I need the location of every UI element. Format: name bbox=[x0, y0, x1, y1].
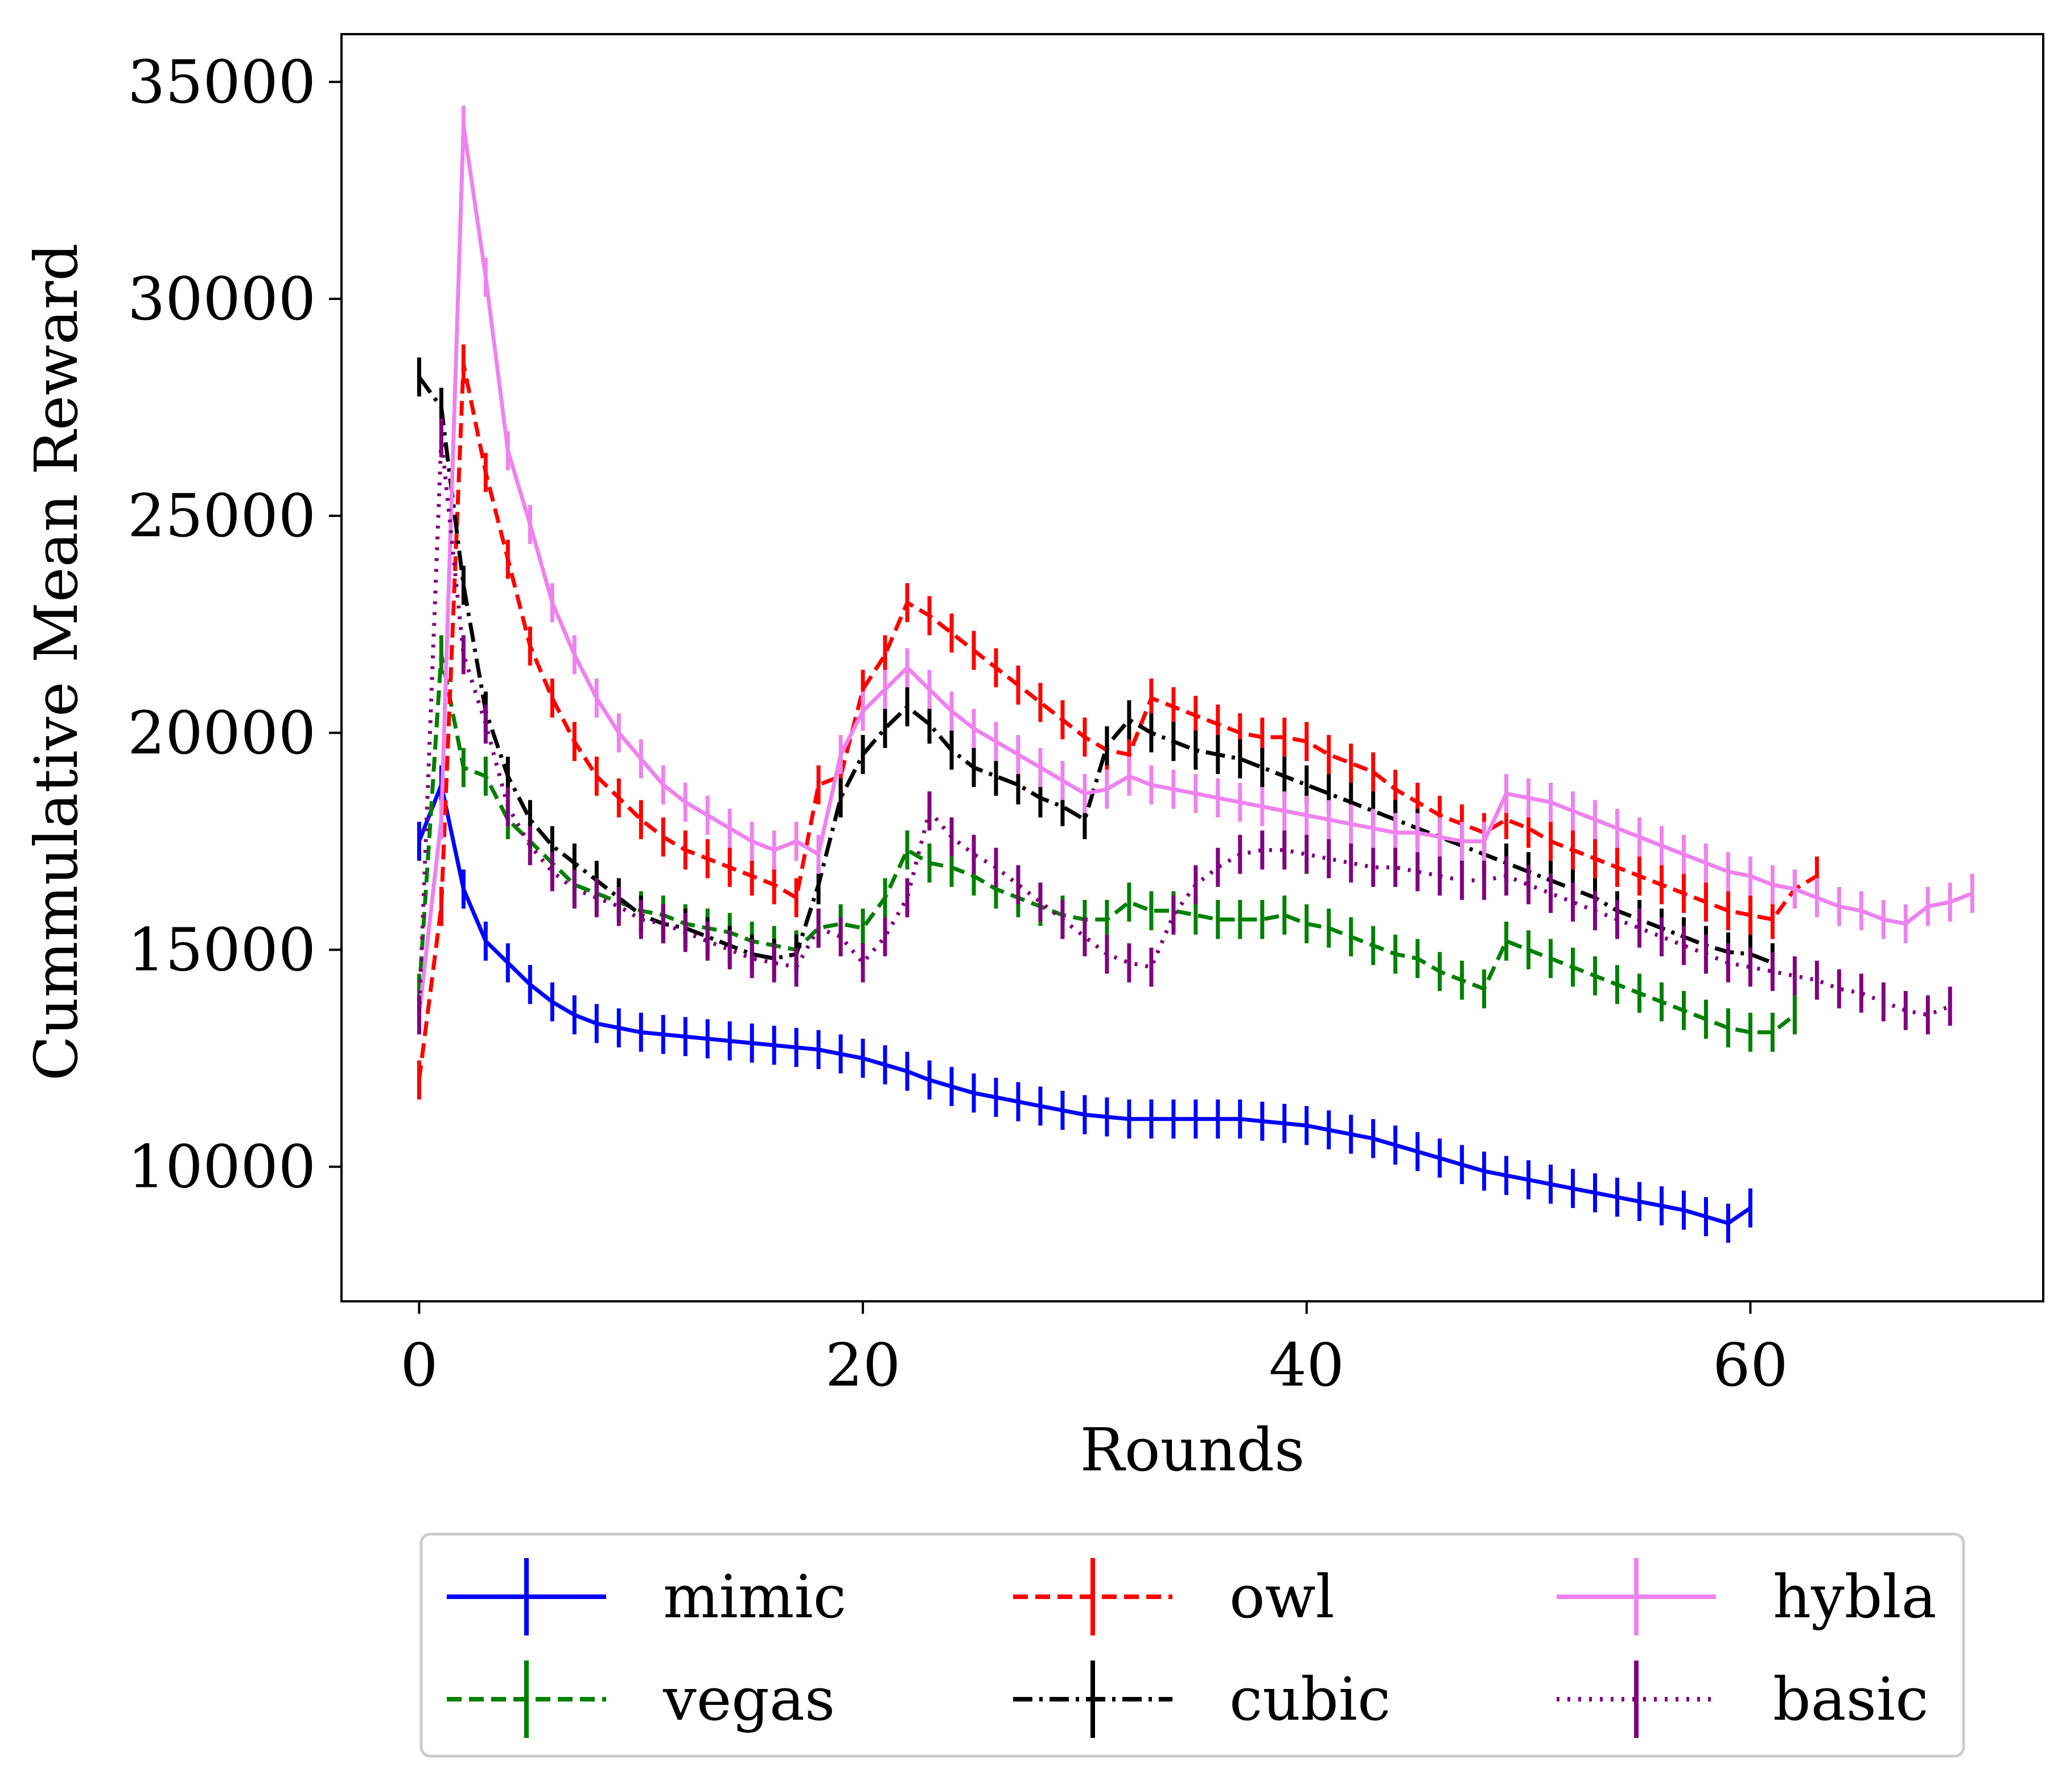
legend-label-mimic: mimic bbox=[663, 1562, 846, 1631]
legend-label-vegas: vegas bbox=[662, 1664, 835, 1734]
legend-item-cubic: cubic bbox=[1013, 1661, 1390, 1738]
y-tick-label: 25000 bbox=[127, 481, 316, 550]
legend-label-basic: basic bbox=[1773, 1664, 1928, 1734]
series-line-cubic bbox=[417, 376, 1773, 965]
y-tick-label: 35000 bbox=[127, 47, 316, 117]
legend-item-basic: basic bbox=[1557, 1661, 1928, 1738]
plot-frame bbox=[340, 33, 2044, 1302]
x-axis-label: Rounds bbox=[1080, 1415, 1305, 1485]
legend: mimic vegas owl cubic hybla basic bbox=[419, 1532, 1965, 1758]
y-axis: 10000 15000 20000 25000 30000 35000 bbox=[127, 47, 341, 1202]
x-tick-label: 20 bbox=[825, 1330, 900, 1400]
y-axis-label: Cummulative Mean Reward bbox=[22, 243, 91, 1081]
plot-area bbox=[417, 105, 1974, 1243]
y-tick-label: 15000 bbox=[127, 915, 316, 985]
series-line-owl bbox=[417, 361, 1818, 1080]
y-tick-label: 30000 bbox=[127, 264, 316, 334]
legend-item-vegas: vegas bbox=[447, 1661, 835, 1738]
legend-item-mimic: mimic bbox=[447, 1558, 846, 1635]
y-tick-label: 20000 bbox=[127, 698, 316, 767]
x-tick-label: 60 bbox=[1713, 1330, 1788, 1400]
legend-frame bbox=[419, 1532, 1965, 1758]
x-tick-label: 0 bbox=[400, 1330, 438, 1400]
series-line-basic bbox=[417, 435, 1951, 1017]
legend-label-cubic: cubic bbox=[1229, 1664, 1390, 1734]
y-tick-label: 10000 bbox=[127, 1132, 316, 1202]
legend-item-owl: owl bbox=[1013, 1558, 1335, 1635]
series-basic bbox=[417, 418, 1952, 1035]
legend-label-owl: owl bbox=[1229, 1562, 1335, 1631]
legend-label-hybla: hybla bbox=[1773, 1562, 1937, 1631]
legend-item-hybla: hybla bbox=[1557, 1558, 1937, 1635]
x-tick-label: 40 bbox=[1269, 1330, 1344, 1400]
series-hybla bbox=[417, 105, 1974, 1035]
x-axis: 0 20 40 60 bbox=[400, 1301, 1788, 1400]
